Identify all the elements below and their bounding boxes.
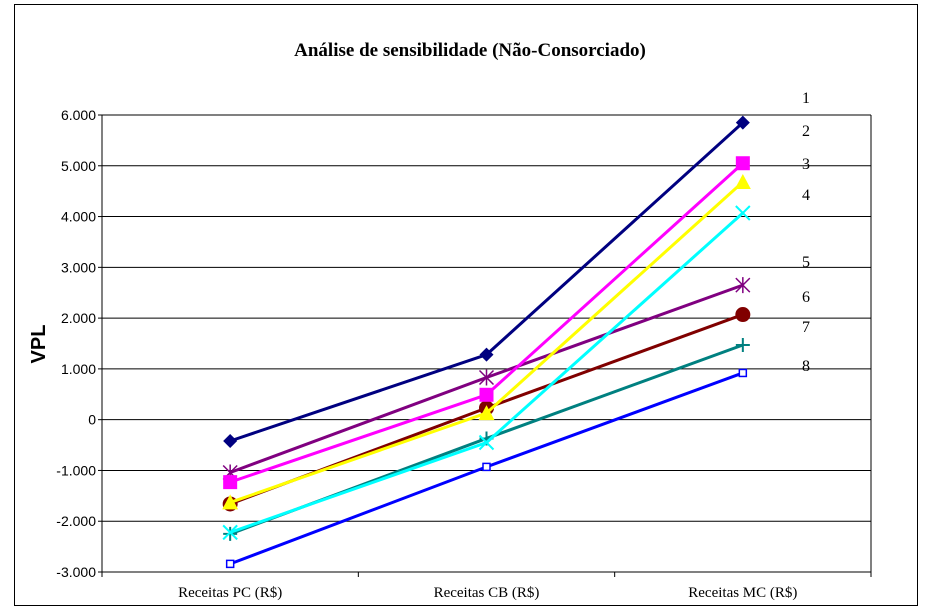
series-1-point-0	[223, 433, 238, 448]
series-label-3: 3	[802, 156, 810, 173]
series-8-point-1	[482, 462, 491, 472]
line-chart: Análise de sensibilidade (Não-Consorciad…	[28, 40, 872, 601]
series-4	[222, 205, 751, 541]
series-2-point-1	[479, 387, 494, 402]
series-label-4: 4	[802, 187, 810, 204]
y-axis-label: VPL	[28, 325, 50, 364]
series-1	[223, 115, 750, 448]
grid-lines	[98, 114, 872, 577]
series-7-point-2	[735, 338, 750, 353]
chart-frame: Análise de sensibilidade (Não-Consorciad…	[14, 4, 918, 606]
series-labels: 1 2 3 4 5 6 7 8	[802, 90, 810, 375]
x-tick-labels: Receitas PC (R$) Receitas CB (R$) Receitas…	[178, 585, 797, 601]
series-label-7: 7	[802, 319, 810, 336]
y-tick-label-5: 2.000	[61, 310, 96, 326]
series-5	[222, 277, 751, 481]
series-1-point-2	[735, 115, 750, 130]
series-label-1: 1	[802, 90, 810, 107]
series-8	[225, 368, 748, 569]
y-tick-label-8: 5.000	[61, 158, 96, 174]
series-2	[223, 156, 750, 490]
series-8-point-0	[225, 559, 235, 569]
series-1-point-1	[479, 347, 494, 362]
chart-title: Análise de sensibilidade (Não-Consorciad…	[294, 40, 646, 61]
y-tick-label-0: -3.000	[56, 564, 96, 580]
y-tick-label-2: -1.000	[56, 462, 96, 478]
series-2-point-0	[223, 475, 238, 490]
series-5-point-1	[478, 369, 495, 386]
series-6-point-2	[735, 307, 751, 323]
series-4-point-1	[478, 434, 495, 451]
y-tick-label-4: 1.000	[61, 361, 96, 377]
y-tick-labels: -3.000 -2.000 -1.000 0 1.000 2.000 3.000 4.000 5…	[56, 107, 96, 580]
series-3-point-1	[478, 405, 495, 421]
series-3-point-2	[734, 174, 751, 190]
series-4-point-2	[735, 205, 751, 221]
series-label-2: 2	[802, 123, 810, 140]
y-tick-label-9: 6.000	[61, 107, 96, 123]
series-7-point-0	[223, 526, 238, 541]
series-group	[222, 115, 751, 569]
y-tick-label-7: 4.000	[61, 209, 96, 225]
series-label-6: 6	[802, 289, 810, 306]
series-3	[222, 174, 751, 510]
series-label-5: 5	[802, 254, 810, 271]
series-4-point-0	[222, 524, 238, 541]
series-3-point-0	[222, 494, 239, 510]
series-label-8: 8	[802, 358, 810, 375]
y-tick-label-6: 3.000	[61, 259, 96, 275]
x-tick-label-1: Receitas CB (R$)	[434, 585, 540, 601]
x-tick-label-2: Receitas MC (R$)	[688, 585, 797, 601]
series-8-point-2	[738, 368, 748, 378]
series-2-point-2	[735, 156, 750, 171]
y-tick-label-1: -2.000	[56, 513, 96, 529]
y-tick-label-3: 0	[88, 412, 96, 428]
series-5-point-2	[735, 277, 751, 294]
x-tick-label-0: Receitas PC (R$)	[178, 585, 282, 601]
